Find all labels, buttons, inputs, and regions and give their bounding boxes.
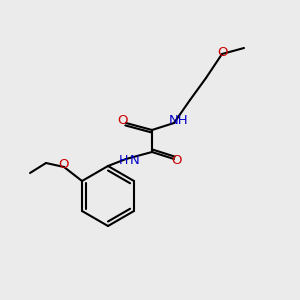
Text: O: O bbox=[218, 46, 228, 59]
Text: O: O bbox=[172, 154, 182, 167]
Text: NH: NH bbox=[169, 115, 189, 128]
Text: O: O bbox=[118, 115, 128, 128]
Text: H: H bbox=[118, 154, 128, 167]
Text: N: N bbox=[130, 154, 140, 167]
Text: O: O bbox=[58, 158, 68, 172]
